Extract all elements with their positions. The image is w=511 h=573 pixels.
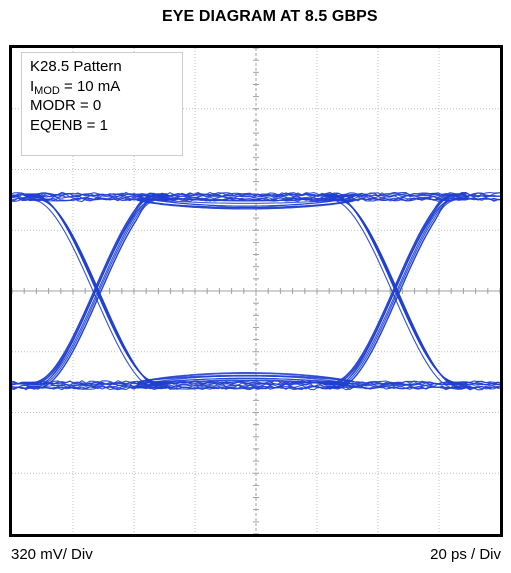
eye-inner-trace-bottom — [137, 372, 354, 385]
low-level-trace — [12, 381, 500, 386]
eye-inner-trace-bottom — [137, 374, 354, 383]
scope-display — [9, 45, 503, 537]
falling-edge-trace — [326, 198, 471, 389]
eqenb-label: EQENB = 1 — [30, 116, 108, 134]
eye-inner-trace-top — [137, 193, 354, 202]
settings-legend: K28.5 Pattern IMOD = 10 mA MODR = 0 EQEN… — [21, 52, 183, 156]
horizontal-scale-label: 20 ps / Div — [430, 546, 501, 563]
falling-edge-trace — [24, 195, 169, 385]
eye-inner-trace-bottom — [137, 372, 354, 384]
eye-inner-trace-top — [137, 198, 354, 210]
low-level-trace — [12, 383, 500, 388]
eye-inner-trace-bottom — [137, 377, 354, 389]
vertical-scale-label: 320 mV/ Div — [11, 546, 93, 563]
falling-edge-trace — [323, 195, 468, 385]
low-level-trace — [12, 380, 500, 385]
falling-edge-trace — [27, 198, 172, 389]
eye-inner-trace-top — [137, 195, 354, 207]
chart-title: EYE DIAGRAM AT 8.5 GBPS — [162, 8, 378, 25]
pattern-label: K28.5 Pattern — [30, 58, 122, 75]
imod-label: IMOD = 10 mA — [30, 77, 121, 97]
high-level-trace — [12, 193, 500, 198]
modr-label: MODR = 0 — [30, 97, 102, 114]
eye-inner-trace-bottom — [137, 375, 354, 384]
high-level-trace — [12, 197, 500, 202]
low-level-trace — [12, 384, 500, 389]
low-level-trace — [12, 385, 500, 390]
eye-diagram-plot — [12, 48, 500, 534]
